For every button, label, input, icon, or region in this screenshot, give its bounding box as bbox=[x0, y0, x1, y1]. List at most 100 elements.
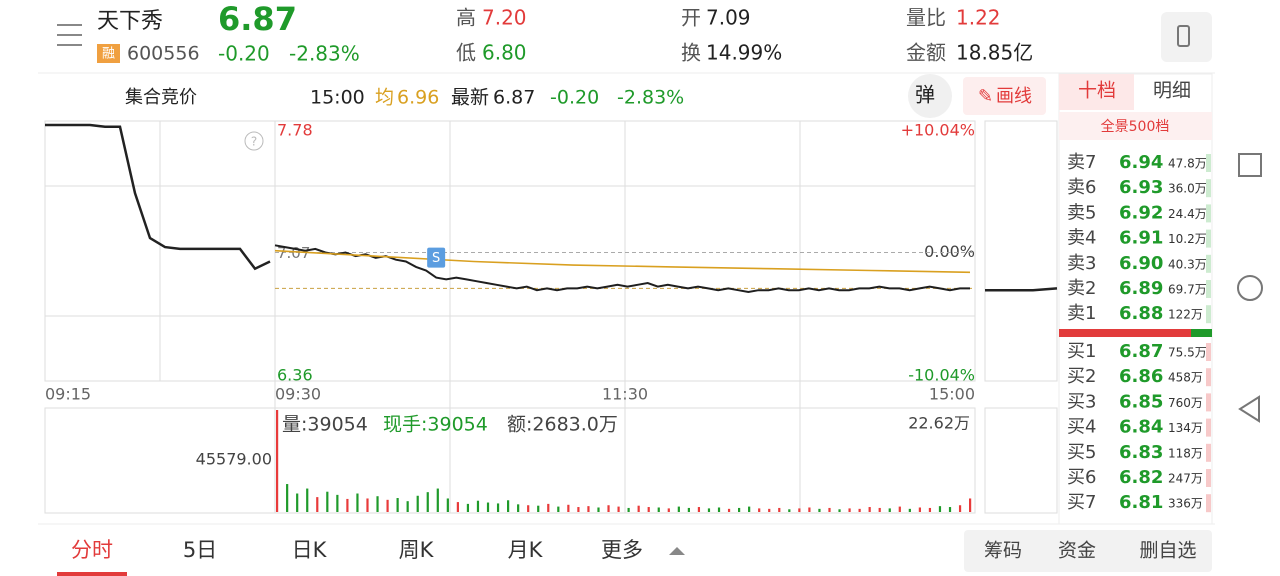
book-tab[interactable]: 明细 bbox=[1153, 80, 1191, 102]
volume-bar bbox=[969, 498, 972, 512]
volume-bar bbox=[446, 498, 449, 512]
book-price: 6.84 bbox=[1119, 417, 1163, 438]
tab[interactable]: 更多 bbox=[601, 538, 643, 562]
tab[interactable]: 月K bbox=[508, 538, 544, 562]
book-label: 卖5 bbox=[1067, 202, 1096, 223]
volume-bar bbox=[788, 509, 791, 512]
book-label: 买6 bbox=[1067, 467, 1096, 488]
volume-bar bbox=[517, 504, 520, 512]
marker-bg[interactable] bbox=[427, 247, 446, 268]
book-label: 买2 bbox=[1067, 366, 1096, 387]
volume-bar bbox=[908, 508, 911, 512]
value: 7.20 bbox=[482, 6, 527, 30]
book-price: 6.81 bbox=[1119, 492, 1163, 513]
book-volume: 10.2万 bbox=[1168, 232, 1207, 246]
volume-bar bbox=[958, 505, 962, 512]
volume-bar bbox=[346, 498, 349, 512]
depth[interactable]: 全景500档 bbox=[1101, 118, 1170, 135]
tab[interactable]: 日K bbox=[292, 538, 328, 562]
book-bar bbox=[1206, 443, 1211, 462]
chart: 7.78 6.36 +10.04% 0.00% -10.04% 7.07 09:15 09:3… bbox=[45, 121, 1058, 512]
latest: 6.87 bbox=[493, 87, 535, 109]
volume-bar bbox=[687, 507, 690, 512]
book-ratio-buy bbox=[1191, 329, 1212, 337]
nav-recent[interactable] bbox=[1238, 153, 1262, 177]
tab[interactable]: 5日 bbox=[183, 538, 217, 562]
button[interactable]: 筹码 bbox=[984, 540, 1022, 562]
y-tick-label: 6.36 bbox=[277, 366, 313, 385]
volume-bar bbox=[507, 500, 510, 512]
volume-bar bbox=[336, 494, 339, 512]
stock-name: 天下秀 bbox=[97, 9, 163, 34]
button[interactable]: 删自选 bbox=[1139, 540, 1196, 562]
volume-bar bbox=[918, 507, 921, 512]
volume-bar bbox=[697, 507, 701, 512]
volume-bar bbox=[868, 507, 871, 512]
switch-button[interactable] bbox=[1161, 12, 1212, 62]
help-icon[interactable] bbox=[244, 131, 264, 151]
volume-bar bbox=[366, 498, 369, 512]
y-tick-label: 7.78 bbox=[277, 121, 313, 140]
pop: 弹 bbox=[915, 83, 935, 107]
volume-bar bbox=[667, 508, 670, 512]
x-tick-label: 11:30 bbox=[602, 385, 648, 404]
book-bar bbox=[1206, 393, 1211, 412]
pop-button[interactable] bbox=[908, 74, 952, 118]
book-volume: 336万 bbox=[1168, 497, 1203, 511]
menu-icon[interactable] bbox=[57, 24, 82, 46]
volume-bar bbox=[466, 503, 470, 512]
book-price: 6.90 bbox=[1119, 253, 1163, 274]
tab-active-bg bbox=[1059, 74, 1134, 110]
volume-bar bbox=[547, 503, 550, 512]
volume-bar bbox=[738, 507, 741, 512]
latest-label: 最新 bbox=[451, 87, 489, 109]
volume-bar bbox=[758, 508, 761, 512]
book-label: 卖7 bbox=[1067, 152, 1096, 173]
label: 金额 bbox=[906, 41, 946, 65]
tab-underline bbox=[57, 572, 127, 576]
volume-max: 22.62万 bbox=[908, 414, 970, 433]
volume-bar bbox=[386, 499, 389, 512]
volume-bar bbox=[276, 410, 279, 512]
book-label: 卖6 bbox=[1067, 177, 1096, 198]
book-volume: 247万 bbox=[1168, 472, 1203, 486]
draw-button[interactable] bbox=[963, 77, 1046, 115]
pct-label: 0.00% bbox=[924, 242, 975, 261]
nav-back[interactable] bbox=[1238, 395, 1260, 423]
book-volume: 24.4万 bbox=[1168, 207, 1207, 221]
value: 6.80 bbox=[482, 41, 527, 65]
label: 高 bbox=[456, 6, 476, 30]
volume-bar bbox=[828, 507, 831, 512]
volume-bar bbox=[888, 508, 891, 512]
hand-label: 现手:39054 bbox=[383, 414, 488, 436]
auction-volume: 45579.00 bbox=[196, 450, 272, 469]
book-volume: 118万 bbox=[1168, 446, 1203, 460]
tab[interactable]: 分时 bbox=[71, 538, 113, 562]
book-tab[interactable]: 十档 bbox=[1078, 80, 1116, 102]
volume-bar bbox=[406, 501, 409, 512]
more-arrow[interactable] bbox=[669, 547, 685, 555]
book-bar bbox=[1206, 179, 1211, 198]
marker: S bbox=[432, 251, 440, 266]
pct-label: -10.04% bbox=[908, 366, 975, 385]
tab[interactable]: 周K bbox=[399, 538, 435, 562]
volume-bar bbox=[376, 496, 379, 512]
volume-bar bbox=[537, 505, 540, 512]
book-volume: 69.7万 bbox=[1168, 283, 1207, 297]
button[interactable]: 资金 bbox=[1058, 540, 1096, 562]
volume-bar bbox=[456, 502, 459, 512]
volume-bar bbox=[778, 507, 781, 512]
stock-price: 6.87 bbox=[218, 0, 297, 38]
tag-box bbox=[97, 44, 120, 63]
book-bar bbox=[1206, 418, 1211, 437]
book-volume: 47.8万 bbox=[1168, 157, 1207, 171]
x-tick-label: 09:30 bbox=[275, 385, 321, 404]
volume-bar bbox=[838, 509, 841, 512]
volume-bar bbox=[486, 502, 490, 512]
nav-home[interactable] bbox=[1237, 275, 1263, 301]
volume-bar bbox=[557, 506, 560, 512]
phone-icon bbox=[1177, 25, 1190, 47]
book-bar bbox=[1206, 305, 1211, 324]
order-book bbox=[1058, 73, 1213, 525]
buttons: 筹码 资金 删自选 bbox=[984, 540, 1197, 562]
